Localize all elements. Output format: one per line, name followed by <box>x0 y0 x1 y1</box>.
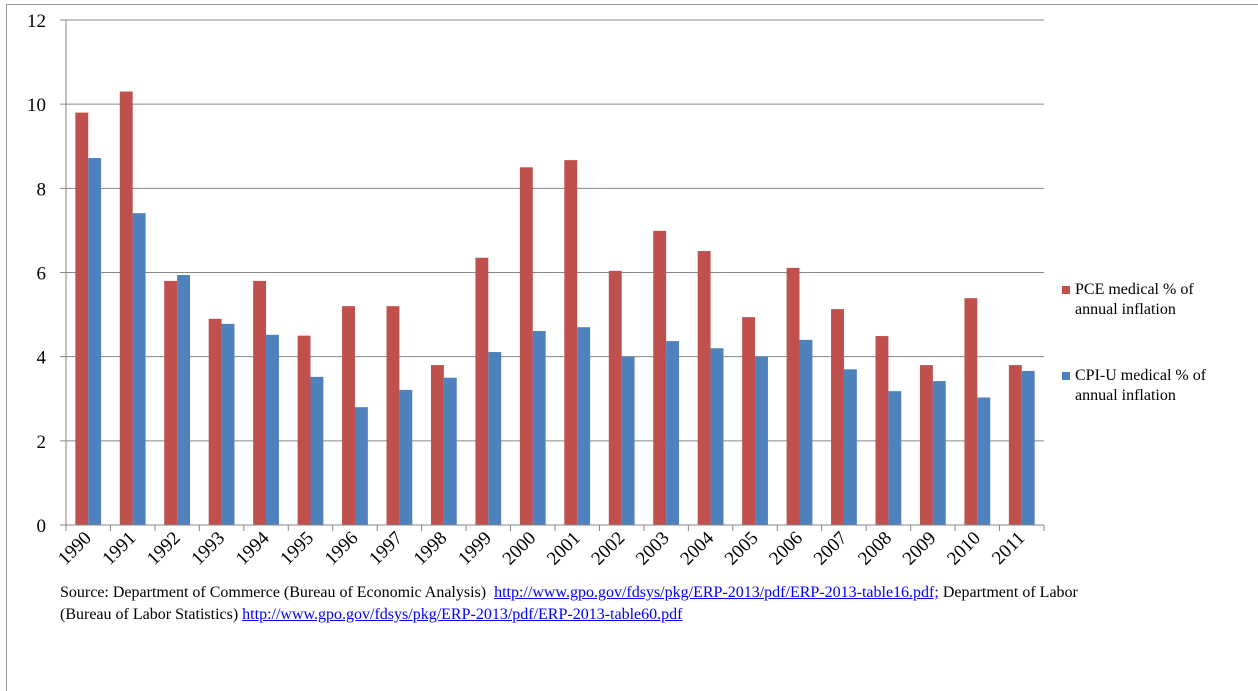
x-tick-label: 1995 <box>276 528 318 570</box>
x-tick-label: 2010 <box>943 528 985 570</box>
y-tick-label: 10 <box>27 95 46 116</box>
x-tick-label: 2001 <box>543 528 585 570</box>
bar <box>697 251 711 525</box>
bar <box>1008 365 1022 525</box>
bar <box>297 335 311 525</box>
bar <box>430 365 444 525</box>
x-tick-label: 1999 <box>454 528 496 570</box>
bar <box>799 339 813 525</box>
bar <box>221 323 235 525</box>
bar <box>519 167 533 525</box>
bar <box>253 280 267 525</box>
bar <box>742 317 756 525</box>
legend-entry: PCE medical % of annual inflation <box>1062 280 1222 320</box>
bar <box>164 280 178 525</box>
x-tick-label: 1996 <box>321 528 363 570</box>
bar <box>608 270 622 525</box>
x-tick-label: 2006 <box>765 528 807 570</box>
y-tick-label: 2 <box>37 432 47 453</box>
bar <box>932 381 946 525</box>
bar <box>666 341 680 525</box>
bar <box>786 267 800 525</box>
y-tick-label: 0 <box>37 516 47 537</box>
bar <box>1021 370 1035 525</box>
legend-swatch <box>1062 372 1070 380</box>
x-tick-label: 2000 <box>499 528 541 570</box>
bar <box>475 257 489 525</box>
bar <box>310 376 324 525</box>
bar <box>875 336 889 525</box>
bar <box>577 327 591 525</box>
bar <box>488 352 502 525</box>
x-tick-label: 1994 <box>232 527 274 569</box>
bar <box>386 306 400 525</box>
bar <box>266 334 279 525</box>
x-tick-label: 2011 <box>988 528 1029 569</box>
bar <box>532 330 546 525</box>
x-tick-label: 2004 <box>676 527 718 569</box>
bar <box>621 356 635 525</box>
frame <box>6 4 1258 691</box>
bar <box>964 298 978 525</box>
bar <box>843 369 857 525</box>
bar <box>977 397 991 525</box>
x-tick-label: 2008 <box>854 528 896 570</box>
legend-label: PCE medical % of annual inflation <box>1075 281 1194 318</box>
source-link[interactable]: http://www.gpo.gov/fdsys/pkg/ERP-2013/pd… <box>242 606 683 623</box>
x-tick-label: 1991 <box>98 528 140 570</box>
x-tick-label: 2005 <box>721 528 763 570</box>
bar <box>755 356 768 525</box>
bar <box>888 391 902 525</box>
bar <box>119 91 133 526</box>
legend: PCE medical % of annual inflation CPI-U m… <box>1062 280 1222 452</box>
x-tick-label: 2007 <box>810 528 852 570</box>
x-tick-label: 1998 <box>410 528 452 570</box>
source-text: Department of Labor (Bureau of Labor Sta… <box>60 584 1078 623</box>
bar <box>831 309 844 525</box>
bar <box>132 213 146 525</box>
y-tick-label: 8 <box>37 179 47 200</box>
bar <box>653 230 667 525</box>
bar <box>399 389 413 525</box>
x-tick-label: 1997 <box>365 528 407 570</box>
x-tick-label: 1993 <box>187 528 229 570</box>
bar <box>342 306 355 525</box>
x-tick-label: 1992 <box>143 528 185 570</box>
bar <box>443 377 457 525</box>
bar <box>208 318 222 525</box>
bar <box>75 112 89 525</box>
x-tick-label: 2009 <box>899 528 941 570</box>
source-note: Source: Department of Commerce (Bureau o… <box>60 582 1110 626</box>
bar <box>919 365 933 525</box>
bar <box>177 275 191 525</box>
legend-label: CPI-U medical % of annual inflation <box>1075 367 1207 404</box>
legend-swatch <box>1062 286 1070 294</box>
source-link[interactable]: http://www.gpo.gov/fdsys/pkg/ERP-2013/pd… <box>494 584 939 601</box>
bar <box>564 160 578 525</box>
x-tick-label: 2002 <box>587 528 629 570</box>
y-tick-label: 6 <box>37 264 47 285</box>
x-tick-label: 2003 <box>632 528 674 570</box>
bar <box>88 158 102 526</box>
legend-entry: CPI-U medical % of annual inflation <box>1062 366 1222 406</box>
y-tick-label: 12 <box>27 11 46 32</box>
source-text: Source: Department of Commerce (Bureau o… <box>60 584 487 601</box>
x-tick-label: 1990 <box>54 528 96 570</box>
y-tick-label: 4 <box>37 348 47 369</box>
bar <box>710 348 724 525</box>
bar <box>354 407 368 525</box>
